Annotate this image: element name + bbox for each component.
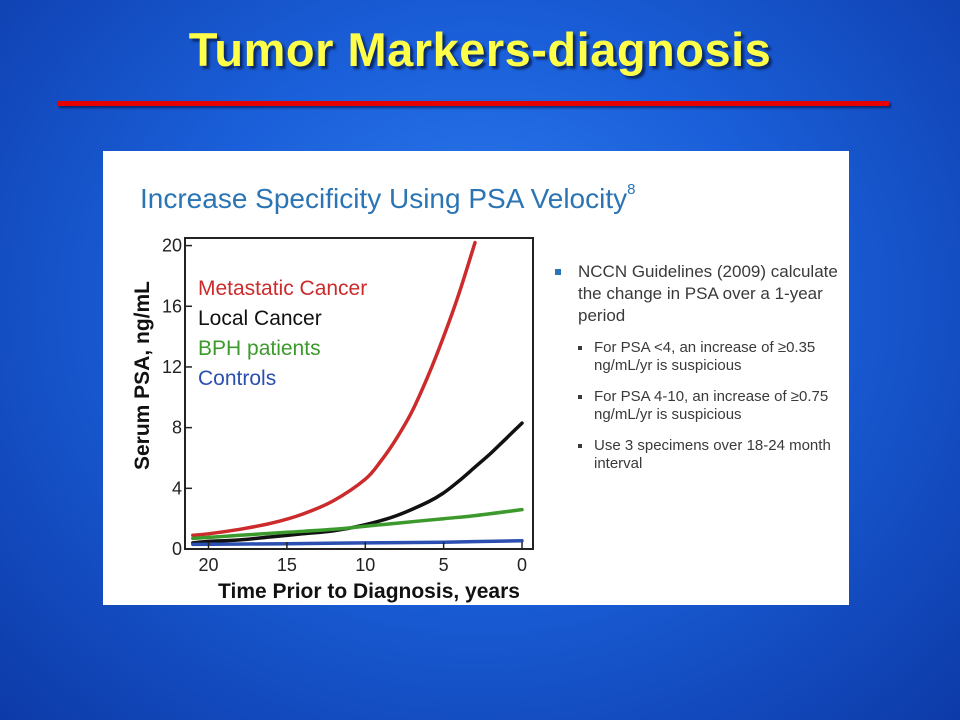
x-tick-label: 5 [439, 555, 449, 575]
panel-heading-text: Increase Specificity Using PSA Velocity [140, 183, 628, 214]
x-tick-label: 15 [277, 555, 297, 575]
sub-bullet-text: Use 3 specimens over 18-24 month interva… [594, 437, 831, 472]
square-bullet-icon [578, 395, 582, 399]
x-axis-label: Time Prior to Diagnosis, years [218, 580, 520, 603]
y-tick-label: 8 [172, 418, 182, 438]
slide-title: Tumor Markers-diagnosis [188, 23, 772, 76]
legend-entry-bph-patients: BPH patients [198, 337, 321, 360]
chart-panel: Increase Specificity Using PSA Velocity8… [103, 151, 849, 605]
legend-entry-metastatic-cancer: Metastatic Cancer [198, 277, 367, 300]
series-line-bph-patients [191, 507, 524, 541]
plot-frame [184, 237, 534, 550]
psa-velocity-chart: 20 15 10 5 0 0 4 8 12 16 20 Metastatic Cancer Local… [131, 236, 534, 603]
y-tick-label: 20 [162, 236, 182, 256]
legend-entry-local-cancer: Local Cancer [198, 307, 322, 330]
x-tick-label: 0 [517, 555, 527, 575]
series-layer [191, 240, 524, 547]
title-divider [57, 101, 889, 106]
series-line-metastatic-cancer [191, 240, 477, 538]
bullet-main-text: NCCN Guidelines (2009) calculate the cha… [578, 262, 838, 325]
legend-layer: Metastatic Cancer Local Cancer BPH patient… [198, 277, 367, 390]
sub-bullet-item: Use 3 specimens over 18-24 month interva… [551, 437, 841, 473]
y-tick-label: 0 [172, 539, 182, 559]
sub-bullet-text: For PSA <4, an increase of ≥0.35 ng/mL/y… [594, 339, 816, 374]
sub-bullet-text: For PSA 4-10, an increase of ≥0.75 ng/mL… [594, 388, 829, 423]
y-tick-label: 12 [162, 357, 182, 377]
ticks-layer: 20 15 10 5 0 0 4 8 12 16 20 [162, 236, 527, 575]
sub-bullet-item: For PSA 4-10, an increase of ≥0.75 ng/mL… [551, 388, 841, 424]
x-tick-label: 20 [198, 555, 218, 575]
sub-bullet-item: For PSA <4, an increase of ≥0.35 ng/mL/y… [551, 339, 841, 375]
square-bullet-icon [578, 444, 582, 448]
y-tick-label: 16 [162, 296, 182, 316]
series-line-local-cancer [191, 421, 524, 545]
square-bullet-icon [555, 269, 561, 275]
panel-heading-citation: 8 [627, 181, 636, 198]
x-tick-label: 10 [355, 555, 375, 575]
square-bullet-icon [578, 346, 582, 350]
y-tick-label: 4 [172, 478, 182, 498]
y-axis-label: Serum PSA, ng/mL [131, 281, 154, 470]
bullet-main: NCCN Guidelines (2009) calculate the cha… [551, 261, 841, 327]
guideline-bullets: NCCN Guidelines (2009) calculate the cha… [551, 261, 841, 486]
legend-entry-controls: Controls [198, 367, 276, 390]
sub-bullet-list: For PSA <4, an increase of ≥0.35 ng/mL/y… [551, 339, 841, 473]
panel-heading: Increase Specificity Using PSA Velocity8 [140, 181, 635, 215]
